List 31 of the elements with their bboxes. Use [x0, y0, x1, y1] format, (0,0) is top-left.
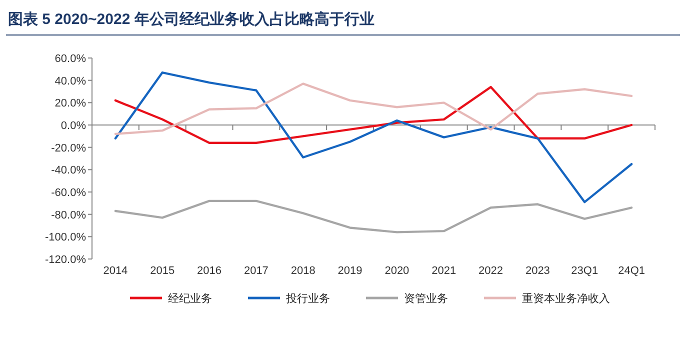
legend-label: 经纪业务: [168, 292, 212, 305]
x-tick-label: 2014: [103, 265, 128, 277]
y-tick-label: -60.0%: [51, 187, 86, 199]
x-tick-label: 2023: [525, 265, 550, 277]
line-series: [114, 82, 633, 136]
y-tick-label: 20.0%: [54, 98, 86, 110]
x-tick-label: 2020: [384, 265, 410, 277]
x-tick-label: 2016: [197, 265, 222, 277]
chart-title: 图表 5 2020~2022 年公司经纪业务收入占比略高于行业: [8, 10, 374, 28]
x-tick-label: 24Q1: [618, 265, 646, 277]
x-tick-label: 2017: [244, 265, 268, 277]
y-tick-label: -80.0%: [51, 209, 86, 222]
y-tick-label: -100.0%: [45, 232, 86, 244]
line-series: [114, 71, 633, 204]
line-series: [114, 200, 633, 234]
x-tick-label: 2019: [338, 265, 362, 277]
x-tick-label: 23Q1: [571, 265, 598, 277]
y-tick-label: 60.0%: [54, 53, 86, 65]
legend-label: 资管业务: [404, 292, 448, 305]
y-tick-label: -120.0%: [45, 254, 86, 266]
x-tick-label: 2018: [290, 265, 316, 277]
y-tick-label: -40.0%: [51, 164, 86, 177]
legend-label: 投行业务: [285, 292, 330, 305]
x-tick-label: 2015: [150, 265, 175, 277]
legend-label: 重资本业务净收入: [522, 292, 610, 305]
x-tick-label: 2021: [432, 265, 456, 277]
line-series: [114, 86, 633, 144]
x-tick-label: 2022: [478, 265, 504, 277]
y-tick-label: 0.0%: [60, 120, 86, 132]
y-tick-label: 40.0%: [54, 75, 86, 88]
y-tick-label: -20.0%: [51, 142, 86, 154]
